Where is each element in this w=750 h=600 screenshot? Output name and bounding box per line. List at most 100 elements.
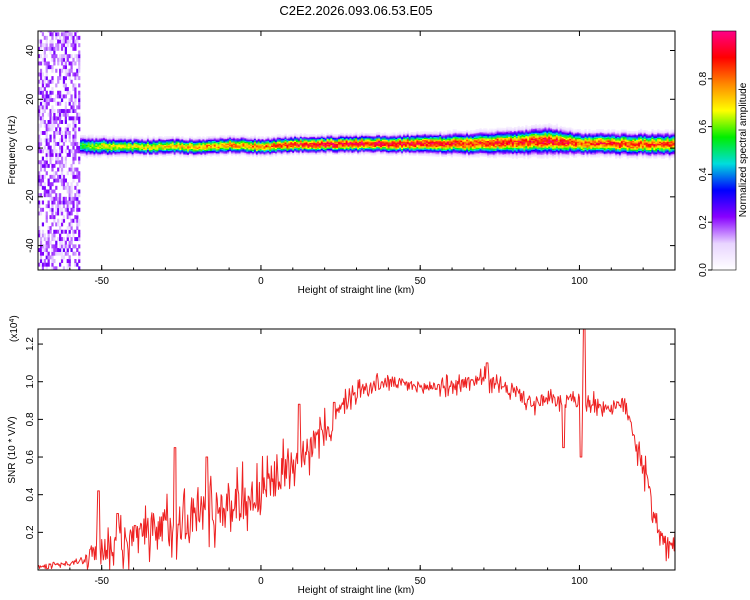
heatmap-cell <box>448 150 452 153</box>
heatmap-cell <box>305 151 308 153</box>
heatmap-cell <box>60 68 64 73</box>
heatmap-cell <box>154 143 157 146</box>
heatmap-cell <box>376 144 379 146</box>
heatmap-cell <box>139 146 142 148</box>
heatmap-cell <box>479 134 482 136</box>
heatmap-cell <box>387 153 390 155</box>
heatmap-cell <box>446 154 450 157</box>
heatmap-cell <box>318 147 322 149</box>
heatmap-cell <box>223 138 226 141</box>
heatmap-cell <box>410 136 413 139</box>
heatmap-cell <box>229 149 232 152</box>
heatmap-cell <box>57 211 60 216</box>
heatmap-cell <box>39 116 43 121</box>
heatmap-cell <box>112 145 115 148</box>
heatmap-cell <box>49 149 52 154</box>
heatmap-cell <box>51 262 54 267</box>
heatmap-cell <box>76 112 79 117</box>
heatmap-cell <box>481 130 484 133</box>
heatmap-cell <box>416 133 419 136</box>
heatmap-cell <box>385 146 389 149</box>
heatmap-cell <box>72 145 75 150</box>
heatmap-cell <box>326 144 329 147</box>
heatmap-cell <box>502 140 505 142</box>
heatmap-cell <box>59 149 62 154</box>
heatmap-cell <box>59 204 62 209</box>
heatmap-cell <box>443 145 446 148</box>
heatmap-cell <box>41 178 45 183</box>
heatmap-cell <box>188 143 192 146</box>
heatmap-cell <box>89 152 92 155</box>
heatmap-cell <box>112 134 115 137</box>
heatmap-cell <box>324 146 327 148</box>
heatmap-cell <box>122 145 125 148</box>
heatmap-cell <box>231 153 234 155</box>
heatmap-cell <box>76 193 79 198</box>
heatmap-cell <box>76 226 79 231</box>
heatmap-cell <box>158 141 161 143</box>
heatmap-cell <box>332 140 335 142</box>
heatmap-cell <box>223 152 226 154</box>
heatmap-cell <box>464 139 467 142</box>
heatmap-cell <box>160 147 163 149</box>
heatmap-cell <box>219 150 222 152</box>
heatmap-cell <box>332 149 335 152</box>
heatmap-cell <box>322 147 325 149</box>
heatmap-cell <box>496 144 499 147</box>
heatmap-cell <box>87 146 90 149</box>
heatmap-cell <box>276 139 280 141</box>
heatmap-cell <box>513 150 517 152</box>
heatmap-cell <box>57 229 60 234</box>
heatmap-cell <box>469 139 473 142</box>
heatmap-cell <box>408 150 411 152</box>
heatmap-cell <box>347 148 350 151</box>
heatmap-cell <box>137 142 140 145</box>
heatmap-cell <box>156 147 159 149</box>
heatmap-cell <box>127 146 131 149</box>
heatmap-cell <box>188 138 192 141</box>
heatmap-cell <box>175 153 178 155</box>
heatmap-cell <box>60 207 64 212</box>
heatmap-cell <box>433 153 436 156</box>
heatmap-cell <box>112 154 115 156</box>
heatmap-cell <box>349 142 352 145</box>
heatmap-cell <box>38 112 41 117</box>
heatmap-cell <box>485 135 488 138</box>
heatmap-cell <box>307 150 310 152</box>
heatmap-cell <box>183 140 186 142</box>
heatmap-cell <box>51 196 54 201</box>
heatmap-cell <box>49 50 52 55</box>
heatmap-cell <box>57 116 60 121</box>
heatmap-cell <box>460 145 463 147</box>
heatmap-cell <box>167 139 171 142</box>
heatmap-cell <box>62 248 66 253</box>
heatmap-cell <box>60 171 64 176</box>
heatmap-cell <box>368 147 371 150</box>
heatmap-cell <box>146 144 150 147</box>
heatmap-cell <box>173 155 176 158</box>
heatmap-cell <box>248 145 251 148</box>
heatmap-cell <box>83 151 87 154</box>
heatmap-cell <box>68 101 71 106</box>
heatmap-cell <box>443 155 446 158</box>
heatmap-cell <box>517 138 520 140</box>
heatmap-cell <box>487 155 490 157</box>
heatmap-cell <box>74 149 77 154</box>
heatmap-cell <box>190 148 194 151</box>
heatmap-cell <box>391 144 394 147</box>
heatmap-cell <box>406 148 410 151</box>
heatmap-cell <box>448 148 452 151</box>
heatmap-cell <box>458 130 461 133</box>
heatmap-cell <box>240 141 243 144</box>
heatmap-cell <box>508 141 511 143</box>
heatmap-cell <box>257 139 260 142</box>
heatmap-cell <box>506 142 509 145</box>
heatmap-cell <box>380 135 383 138</box>
heatmap-cell <box>227 136 230 138</box>
heatmap-cell <box>401 143 404 146</box>
heatmap-cell <box>477 150 480 152</box>
heatmap-cell <box>200 141 203 143</box>
heatmap-cell <box>412 134 415 137</box>
heatmap-cell <box>89 144 92 146</box>
heatmap-cell <box>351 140 354 142</box>
